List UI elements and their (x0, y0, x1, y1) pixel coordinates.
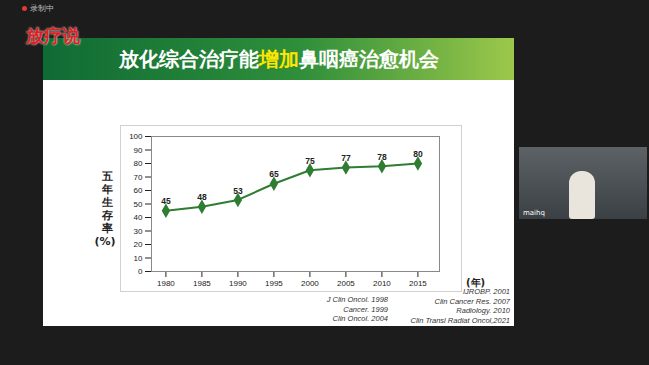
html-text:maihq: maihq (523, 209, 545, 217)
svg-text:80: 80 (134, 159, 143, 168)
html-text:Clin Transl Radiat Oncol,2021: Clin Transl Radiat Oncol,2021 (410, 315, 510, 325)
html-text:放化综合治疗能增加鼻咽癌治愈机会: 放化综合治疗能增加鼻咽癌治愈机会 (118, 47, 439, 71)
svg-text:2005: 2005 (337, 279, 355, 288)
svg-text:65: 65 (269, 169, 279, 179)
html-text:Radiology. 2010: Radiology. 2010 (456, 306, 510, 315)
svg-text:30: 30 (134, 227, 143, 236)
svg-text:77: 77 (341, 153, 351, 163)
html-text:录制中: 录制中 (30, 4, 54, 13)
svg-text:40: 40 (134, 213, 143, 222)
svg-text:45: 45 (161, 196, 171, 206)
svg-text:100: 100 (129, 132, 143, 141)
html-text:生: 生 (101, 196, 113, 209)
svg-text:1990: 1990 (229, 279, 247, 288)
svg-text:10: 10 (134, 254, 143, 263)
svg-text:90: 90 (134, 146, 143, 155)
html-text:存: 存 (101, 209, 113, 222)
html-text:J Clin Oncol. 1998: J Clin Oncol. 1998 (326, 295, 388, 304)
svg-text:2000: 2000 (301, 279, 319, 288)
svg-text:60: 60 (134, 186, 143, 195)
html-text:Clin Oncol. 2004: Clin Oncol. 2004 (332, 314, 388, 323)
svg-text:1995: 1995 (265, 279, 283, 288)
html-text:年: 年 (101, 183, 113, 196)
html-text:(年): (年) (466, 277, 486, 288)
html-text:五: 五 (101, 170, 113, 183)
svg-text:1985: 1985 (193, 279, 211, 288)
html-text:放疗说: 放疗说 (26, 25, 80, 46)
html-text:Cancer. 1999: Cancer. 1999 (343, 304, 388, 314)
html-text:IJROBP. 2001: IJROBP. 2001 (463, 287, 510, 296)
svg-text:0: 0 (138, 267, 143, 276)
svg-text:53: 53 (233, 186, 243, 196)
svg-text:48: 48 (197, 192, 207, 202)
svg-text:50: 50 (134, 200, 143, 209)
html-text:Clin Cancer Res. 2007: Clin Cancer Res. 2007 (434, 296, 510, 306)
svg-text:20: 20 (134, 240, 143, 249)
svg-text:80: 80 (413, 149, 423, 159)
svg-text:1980: 1980 (157, 279, 175, 288)
svg-text:70: 70 (134, 173, 143, 182)
svg-text:2015: 2015 (409, 279, 427, 288)
svg-text:2010: 2010 (373, 279, 391, 288)
svg-text:75: 75 (305, 156, 315, 166)
svg-text:78: 78 (377, 152, 387, 162)
html-text:率: 率 (101, 222, 113, 235)
